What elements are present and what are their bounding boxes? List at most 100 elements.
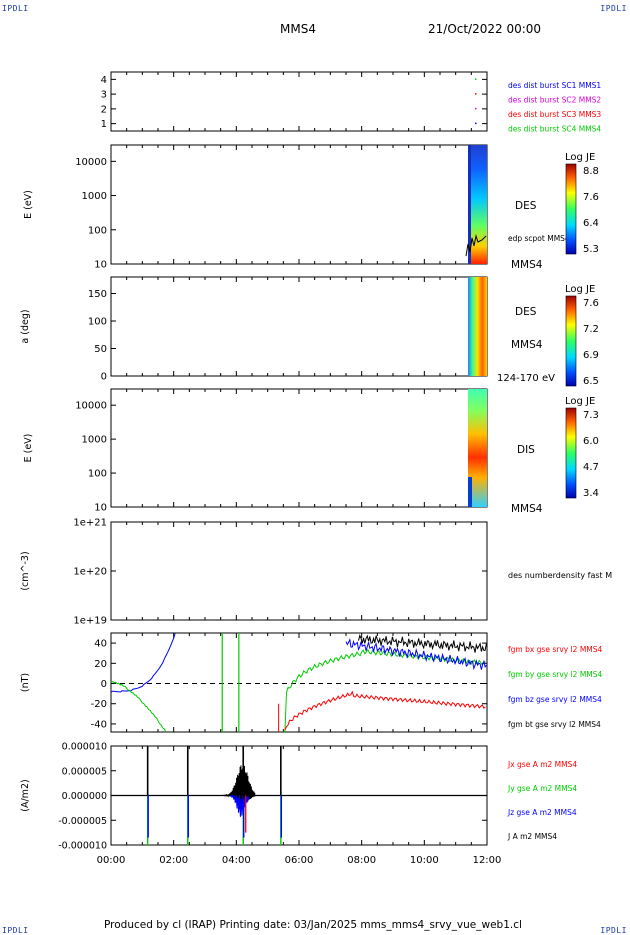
burst-marker-mms4 [475,78,477,80]
legend-burst-1: des dist burst SC1 MMS1 [508,81,601,90]
panel-frame-3 [110,276,488,377]
dis-energy-colorbar-tick: 6.0 [583,436,599,447]
pitch-y-label: 50 [94,344,107,355]
panel-frame-5 [110,521,488,621]
scpot-legend: edp scpot MMS4 [508,234,570,243]
burst-y-label: 2 [101,104,107,115]
mms-label: MMS4 [511,259,543,271]
legend-burst-4: des dist burst SC4 MMS4 [508,125,601,134]
x-tick-label: 00:00 [97,855,126,866]
x-tick-label: 06:00 [285,855,314,866]
dis-energy-colorbar-tick: 7.3 [583,410,599,421]
y-axis-label: a (deg) [20,309,31,343]
x-tick-label: 12:00 [473,855,502,866]
des-energy-spectrogram-edge [468,145,471,264]
y-axis-label: E (eV) [23,190,34,219]
x-tick-label: 08:00 [347,855,376,866]
burst-marker-mms1 [475,122,477,125]
panel-frame-2 [110,144,488,265]
fgm-y-label: 20 [94,659,107,670]
current-y-label: 0.000000 [62,791,107,802]
des-energy-y-label: 10 [94,260,107,271]
dis-mms-label: MMS4 [511,503,543,515]
des-energy-colorbar-bar [565,163,577,255]
des-energy-colorbar-title: Log JE [565,152,595,163]
burst-y-label: 4 [101,75,107,86]
burst-marker-mms3 [475,93,477,95]
page-datetime: 21/Oct/2022 00:00 [428,22,542,36]
x-tick-label: 10:00 [410,855,439,866]
pitch-spectrogram [468,277,487,376]
pitch-energy-range: 124-170 eV [497,373,555,384]
des-energy-colorbar-tick: 8.8 [583,166,599,177]
dis-energy-y-label: 1000 [82,435,107,446]
current-y-label: -0.000005 [58,816,107,827]
dis-energy-colorbar-tick: 4.7 [583,462,599,473]
dis-energy-colorbar-tick: 3.4 [583,488,599,499]
logo-bottom-left: IPDLI [2,926,29,935]
logo-top-left: IPDLI [2,4,29,13]
y-axis-label: (cm^-3) [20,551,31,590]
des-energy-y-label: 100 [88,225,107,236]
burst-y-label: 1 [101,119,107,130]
pitch-y-label: 0 [101,372,107,383]
des-energy-spectrogram [468,145,487,264]
des-energy-colorbar-tick: 5.3 [583,244,599,255]
current-y-label: 0.000005 [62,766,107,777]
legend-fgm-3: fgm bz gse srvy l2 MMS4 [508,695,602,704]
legend-current-4: J A m2 MMS4 [507,832,557,841]
current-y-label: -0.000010 [58,841,107,852]
fgm-bx-late [284,690,486,731]
fgm-bz-early [110,632,176,693]
legend-fgm-2: fgm by gse srvy l2 MMS4 [508,670,603,679]
scpot-trace [465,234,487,257]
pitch-y-label: 100 [88,317,107,328]
legend-current-1: Jx gse A m2 MMS4 [507,760,577,769]
pitch-colorbar-title: Log JE [565,284,595,295]
pitch-colorbar-tick: 7.2 [583,324,599,335]
density-y-label: 1e+21 [73,518,107,529]
density-y-label: 1e+20 [73,567,107,578]
des-energy-y-label: 1000 [82,191,107,202]
logo-top-right: IPDLI [600,4,627,13]
x-tick-label: 02:00 [159,855,188,866]
panel-frame-6 [110,632,488,733]
pitch-colorbar-tick: 6.9 [583,350,599,361]
page-title: MMS4 [280,22,316,36]
legend-burst-2: des dist burst SC2 MMS2 [508,96,601,105]
panel-frame-4 [110,388,488,508]
density-legend: des numberdensity fast M [508,571,612,580]
legend-fgm-1: fgm bx gse srvy l2 MMS4 [508,645,603,654]
dis-energy-y-label: 10000 [75,401,107,412]
current-y-label: 0.000010 [62,742,107,753]
pitch-y-label: 150 [88,289,107,300]
legend-current-2: Jy gse A m2 MMS4 [507,784,577,793]
panel-frame-1 [110,71,488,132]
burst-y-label: 3 [101,90,107,101]
y-axis-label: (nT) [20,673,31,692]
pitch-colorbar-bar [565,295,577,387]
dis-energy-colorbar-title: Log JE [565,396,595,407]
legend-current-3: Jz gse A m2 MMS4 [507,808,577,817]
pitch-des-label: DES [515,306,537,318]
dis-energy-spectrogram-edge [468,477,472,507]
dis-energy-colorbar-bar [565,407,577,499]
legend-fgm-4: fgm bt gse srvy l2 MMS4 [508,720,601,729]
fgm-bz-late [345,637,487,671]
des-energy-y-label: 10000 [75,157,107,168]
fgm-bt-late [358,633,487,653]
dis-energy-spectrogram [468,389,487,507]
des-energy-colorbar-tick: 6.4 [583,218,599,229]
fgm-y-label: -20 [91,699,107,710]
y-axis-label: (A/m2) [20,779,31,811]
logo-bottom-right: IPDLI [600,926,627,935]
burst-marker-mms2 [475,107,477,110]
y-axis-label: E (eV) [23,434,34,463]
des-label: DES [515,200,537,212]
fgm-by-late [282,648,486,734]
current-activity-j [220,764,256,805]
des-energy-colorbar-tick: 7.6 [583,192,599,203]
pitch-colorbar-tick: 7.6 [583,298,599,309]
fgm-y-label: -40 [91,719,107,730]
